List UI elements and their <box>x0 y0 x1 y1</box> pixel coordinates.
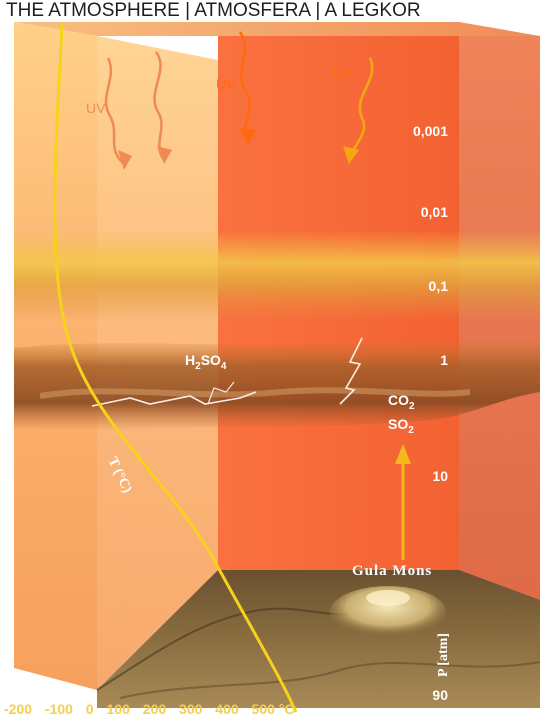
uv-arrow-3 <box>238 31 256 146</box>
temperature-tick: 100 <box>106 701 130 717</box>
pressure-label: 1 <box>440 352 448 368</box>
uv-label: UV <box>86 100 106 116</box>
temperature-tick: 300 <box>179 701 203 717</box>
uv-label: UV <box>216 76 236 92</box>
pressure-axis-label: P [atm] <box>436 633 451 677</box>
pressure-label: 90 <box>432 687 448 703</box>
volcano-summit <box>366 590 410 606</box>
volcanic-gas-arrow <box>395 444 411 560</box>
surface-ridge <box>119 661 541 699</box>
so2-label: SO2 <box>388 416 414 436</box>
cloud-highlight <box>39 387 471 399</box>
gula-mons-volcano <box>330 586 446 638</box>
uv-label: UV <box>333 64 353 80</box>
lightning-bolt-right <box>339 337 363 405</box>
pressure-label: 10 <box>432 468 448 484</box>
pressure-label: 0,001 <box>412 123 448 139</box>
temperature-tick: 400 <box>215 701 239 717</box>
pressure-label: 0,1 <box>428 278 448 294</box>
uv-arrow-4 <box>343 57 374 164</box>
temperature-tick: 200 <box>142 701 167 717</box>
upper-haze-layer <box>14 230 540 322</box>
temperature-curve <box>53 23 298 713</box>
surface-ridge <box>96 607 361 691</box>
h2so4-label: H2SO4 <box>185 352 227 372</box>
temperature-axis: -200 -100 0 100 200 300 400 500 °C <box>4 701 304 717</box>
co2-label: CO2 <box>388 392 415 412</box>
temperature-tick: -100 <box>44 701 73 717</box>
temperature-tick: 0 <box>85 701 94 717</box>
temperature-tick: -200 <box>4 701 33 717</box>
volcano-label: Gula Mons <box>352 563 433 579</box>
pressure-label: 0,01 <box>420 204 448 220</box>
lightning-branch <box>207 381 235 405</box>
cloud-layer <box>14 338 540 431</box>
uv-arrow-2 <box>153 51 172 164</box>
temperature-tick: 500 °C <box>251 701 295 717</box>
page-title: THE ATMOSPHERE | ATMOSFERA | A LEGKOR <box>6 0 421 21</box>
box-top-face <box>14 22 540 36</box>
uv-arrow-1 <box>104 57 132 170</box>
lightning-bolt-left <box>91 391 257 407</box>
